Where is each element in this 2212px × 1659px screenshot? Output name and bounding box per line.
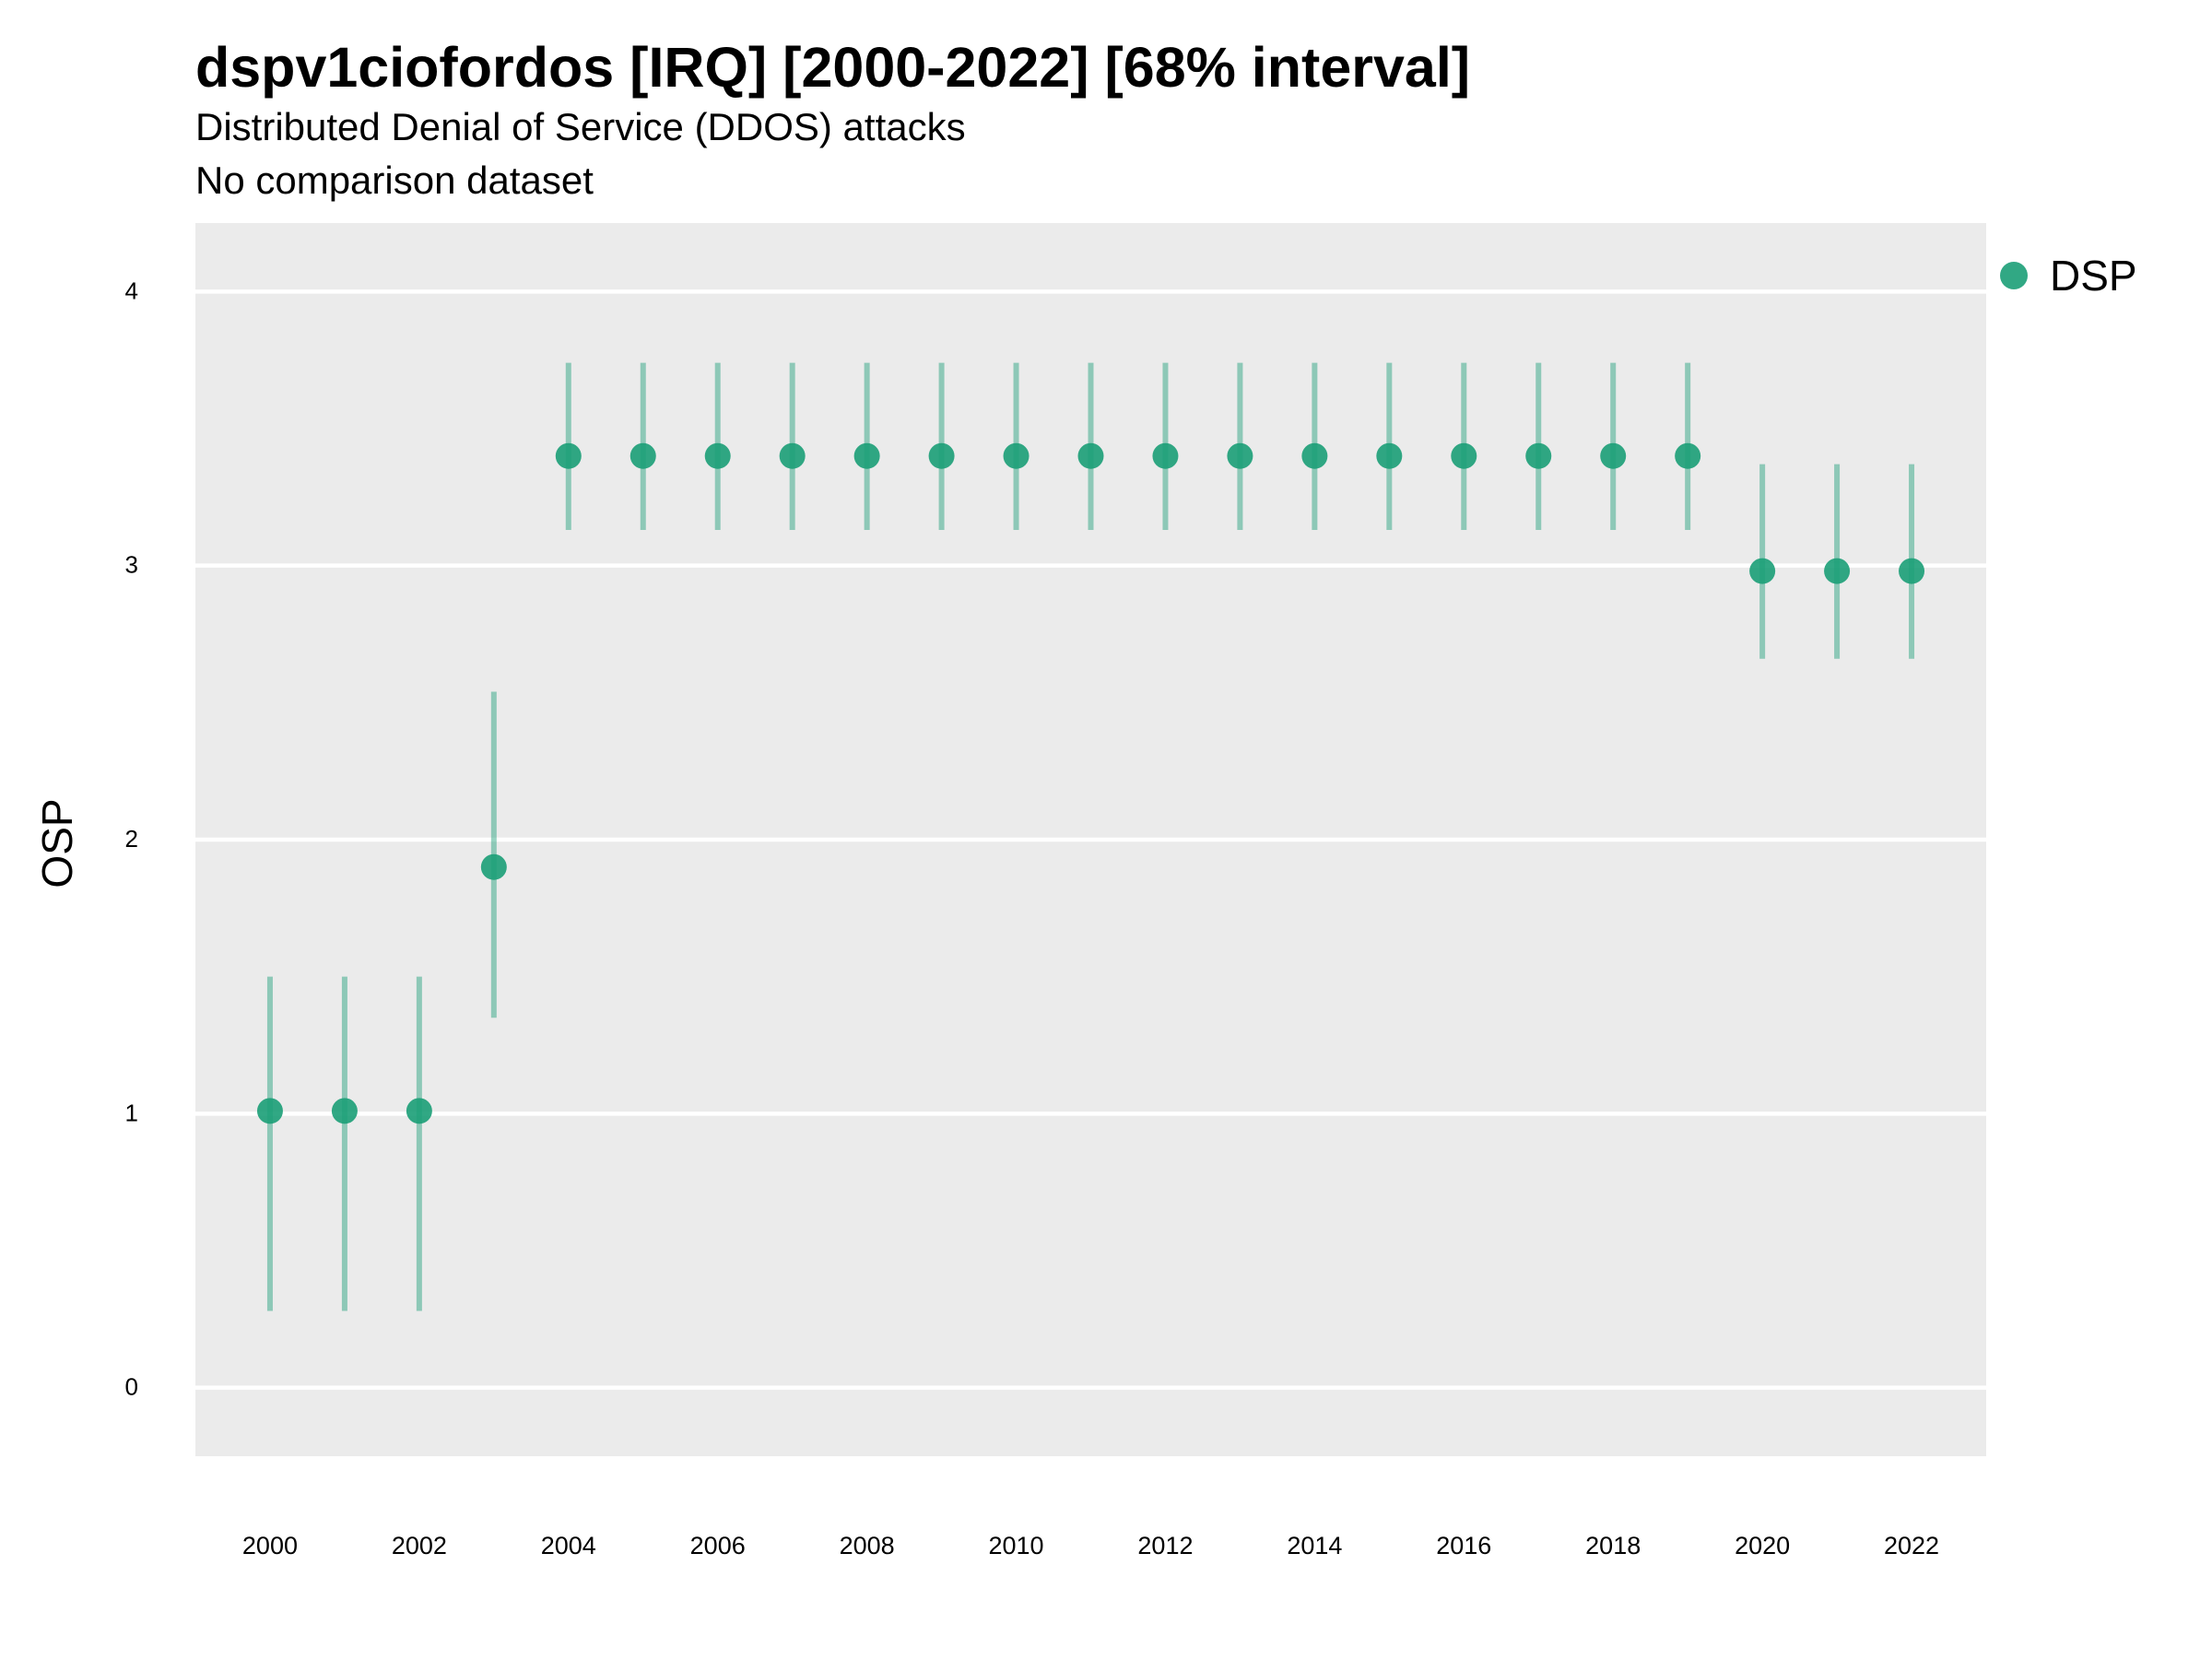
y-axis-label: OSP — [33, 798, 81, 888]
data-point — [1525, 442, 1552, 469]
data-point — [1003, 442, 1030, 469]
x-tick-label: 2000 — [242, 1532, 298, 1559]
x-tick-label: 2008 — [840, 1532, 895, 1559]
y-tick-label: 1 — [125, 1099, 138, 1126]
legend: DSP — [2000, 251, 2137, 300]
data-point — [1077, 442, 1104, 469]
data-point — [629, 442, 656, 469]
data-point — [704, 442, 731, 469]
data-point — [1451, 442, 1477, 469]
x-tick-label: 2002 — [392, 1532, 447, 1559]
data-point — [1301, 442, 1328, 469]
x-tick-label: 2022 — [1884, 1532, 1939, 1559]
data-point — [1600, 442, 1627, 469]
y-tick-label: 2 — [125, 825, 138, 853]
data-point — [480, 853, 507, 880]
data-point — [1675, 442, 1701, 469]
x-tick-label: 2016 — [1436, 1532, 1491, 1559]
chart-subtitle: Distributed Denial of Service (DDOS) att… — [195, 105, 966, 148]
y-tick-label: 3 — [125, 551, 138, 579]
chart-caption: No comparison dataset — [195, 159, 594, 202]
legend-marker-dsp — [2000, 262, 2028, 289]
data-point — [555, 442, 582, 469]
y-tick-label: 4 — [125, 276, 138, 304]
data-point — [1749, 558, 1776, 584]
data-point — [406, 1098, 432, 1124]
data-point — [1376, 442, 1403, 469]
x-tick-label: 2006 — [690, 1532, 746, 1559]
x-tick-label: 2014 — [1287, 1532, 1342, 1559]
x-tick-label: 2020 — [1735, 1532, 1790, 1559]
data-point — [779, 442, 806, 469]
data-point — [1152, 442, 1179, 469]
data-point — [1227, 442, 1253, 469]
y-tick-label: 0 — [125, 1373, 138, 1401]
legend-label-dsp: DSP — [2050, 252, 2137, 300]
data-point — [256, 1098, 283, 1124]
chart-title: dspv1ciofordos [IRQ] [2000-2022] [68% in… — [195, 36, 1471, 99]
x-tick-label: 2004 — [541, 1532, 596, 1559]
data-point — [928, 442, 955, 469]
data-point — [331, 1098, 358, 1124]
data-point — [1899, 558, 1925, 584]
data-point — [1824, 558, 1851, 584]
x-tick-label: 2012 — [1137, 1532, 1193, 1559]
data-point — [853, 442, 880, 469]
x-tick-label: 2010 — [989, 1532, 1044, 1559]
x-tick-label: 2018 — [1585, 1532, 1641, 1559]
